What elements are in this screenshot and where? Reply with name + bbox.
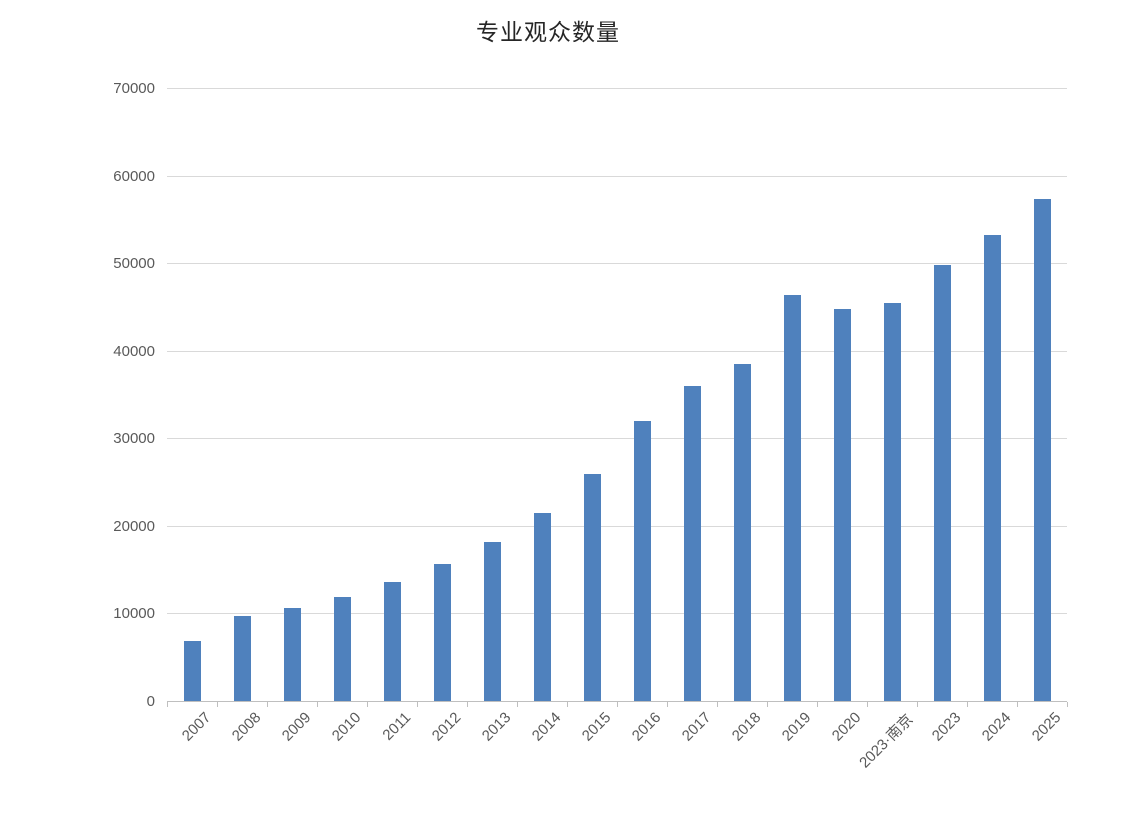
gridline xyxy=(167,88,1067,89)
bar-2020 xyxy=(833,308,851,701)
bar-2019 xyxy=(783,294,801,701)
x-tick-mark xyxy=(367,702,368,707)
x-tick-label: 2014 xyxy=(528,709,565,745)
x-tick-mark xyxy=(717,702,718,707)
x-tick-label: 2019 xyxy=(778,709,815,745)
x-tick-label: 2007 xyxy=(178,709,215,745)
gridline xyxy=(167,263,1067,265)
y-tick-label: 70000 xyxy=(113,80,155,97)
gridline xyxy=(167,175,1067,177)
x-tick-label: 2023 xyxy=(928,709,965,745)
bar-2012 xyxy=(433,563,451,701)
bar-2014 xyxy=(533,512,551,701)
x-tick-mark xyxy=(267,702,268,707)
x-tick-label: 2024 xyxy=(978,709,1015,745)
x-tick-mark xyxy=(517,702,518,707)
x-tick-label: 2009 xyxy=(278,709,315,745)
x-tick-mark xyxy=(667,702,668,707)
x-tick-mark xyxy=(867,702,868,707)
bar-2016 xyxy=(633,420,651,701)
x-tick-label: 2020 xyxy=(828,709,865,745)
y-tick-label: 50000 xyxy=(113,255,155,273)
gridline xyxy=(167,613,1067,615)
y-tick-label: 60000 xyxy=(113,167,155,185)
x-tick-mark xyxy=(567,702,568,707)
x-tick-label: 2017 xyxy=(678,709,715,745)
x-tick-label: 2013 xyxy=(478,709,515,745)
x-tick-mark xyxy=(617,702,618,707)
x-axis-line xyxy=(167,701,1067,702)
x-tick-mark xyxy=(817,702,818,707)
gridline xyxy=(167,525,1067,527)
y-tick-label: 30000 xyxy=(113,430,155,448)
bar-2008 xyxy=(233,616,251,701)
x-tick-mark xyxy=(917,702,918,707)
y-tick-label: 10000 xyxy=(113,605,155,623)
x-tick-mark xyxy=(417,702,418,707)
x-tick-mark xyxy=(467,702,468,707)
gridline xyxy=(167,438,1067,440)
x-tick-mark xyxy=(217,702,218,707)
x-tick-mark xyxy=(167,702,168,707)
x-tick-mark xyxy=(767,702,768,707)
y-tick-label: 0 xyxy=(146,693,155,710)
y-tick-label: 40000 xyxy=(113,342,155,360)
gridline xyxy=(167,350,1067,352)
bar-2025 xyxy=(1033,199,1051,701)
x-tick-mark xyxy=(1017,702,1018,707)
y-tick-label: 20000 xyxy=(113,517,155,535)
bar-2017 xyxy=(683,385,701,701)
x-tick-label: 2012 xyxy=(428,709,465,745)
x-tick-mark xyxy=(967,702,968,707)
x-tick-label: 2025 xyxy=(1028,709,1065,745)
x-tick-label: 2015 xyxy=(578,709,615,745)
x-tick-mark xyxy=(317,702,318,707)
bar-2010 xyxy=(333,596,351,701)
x-tick-label: 2016 xyxy=(628,709,665,745)
x-tick-label: 2023·南京 xyxy=(855,711,917,772)
x-tick-label: 2011 xyxy=(379,709,415,744)
chart-title: 专业观众数量 xyxy=(476,19,620,45)
bar-2023 xyxy=(933,264,951,701)
bar-2018 xyxy=(733,363,751,701)
plot-area xyxy=(167,88,1067,702)
x-tick-label: 2018 xyxy=(728,709,765,745)
bar-2009 xyxy=(283,608,301,701)
x-tick-label: 2010 xyxy=(328,709,365,745)
x-tick-label: 2008 xyxy=(228,709,265,745)
bar-2011 xyxy=(383,581,401,701)
bar-2024 xyxy=(983,235,1001,701)
bar-2015 xyxy=(583,474,601,701)
bar-2023·南京 xyxy=(883,302,901,701)
bar-2013 xyxy=(483,541,501,701)
x-tick-mark xyxy=(1067,702,1068,707)
bar-2007 xyxy=(183,641,201,701)
